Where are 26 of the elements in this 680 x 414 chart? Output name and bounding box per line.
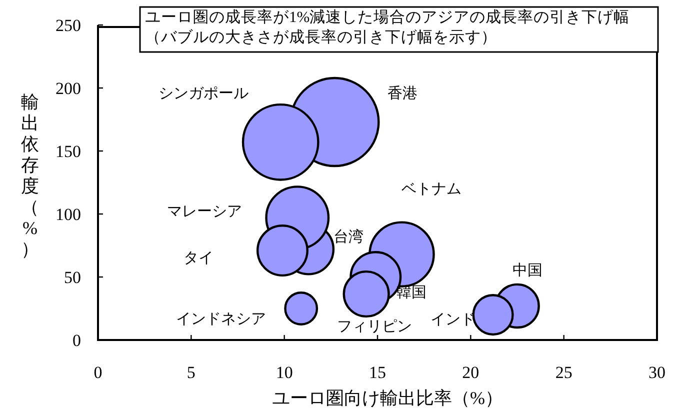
- x-tick-label: 20: [462, 363, 480, 382]
- x-tick-label: 10: [276, 363, 293, 382]
- series-label: 中国: [512, 262, 542, 279]
- x-tick-label: 15: [369, 363, 386, 382]
- y-tick-label: 50: [64, 268, 81, 287]
- y-tick-label: 200: [56, 79, 81, 98]
- y-tick-label: 150: [56, 142, 81, 161]
- y-axis-title: 輸出依存度（%）: [21, 92, 39, 259]
- series-label: マレーシア: [166, 204, 242, 220]
- y-tick-label: 0: [72, 331, 81, 350]
- x-tick-label: 30: [648, 363, 666, 382]
- series-label: 香港: [388, 85, 418, 102]
- series-label: 台湾: [334, 228, 364, 246]
- x-tick-label: 0: [94, 363, 102, 382]
- series-label: シンガポール: [158, 86, 249, 102]
- text: タイ: [183, 250, 214, 267]
- series-label: インドネシア: [176, 312, 266, 328]
- x-axis-title: ユーロ圏向け輸出比率（%）: [272, 388, 503, 408]
- y-tick-label: 250: [56, 16, 81, 35]
- series-label: フィリピン: [336, 319, 412, 336]
- x-tick-label: 25: [555, 363, 572, 382]
- x-tick-label: 5: [186, 363, 196, 382]
- y-tick-label: 100: [56, 205, 81, 224]
- series-label: ベトナム: [402, 181, 462, 198]
- chart-title: ユーロ圏の成長率が1%減速した場合のアジアの成長率の引き下げ幅（バブルの大きさが成長率の引き下げ幅を示す）: [144, 8, 631, 48]
- series-label: インド: [430, 312, 476, 328]
